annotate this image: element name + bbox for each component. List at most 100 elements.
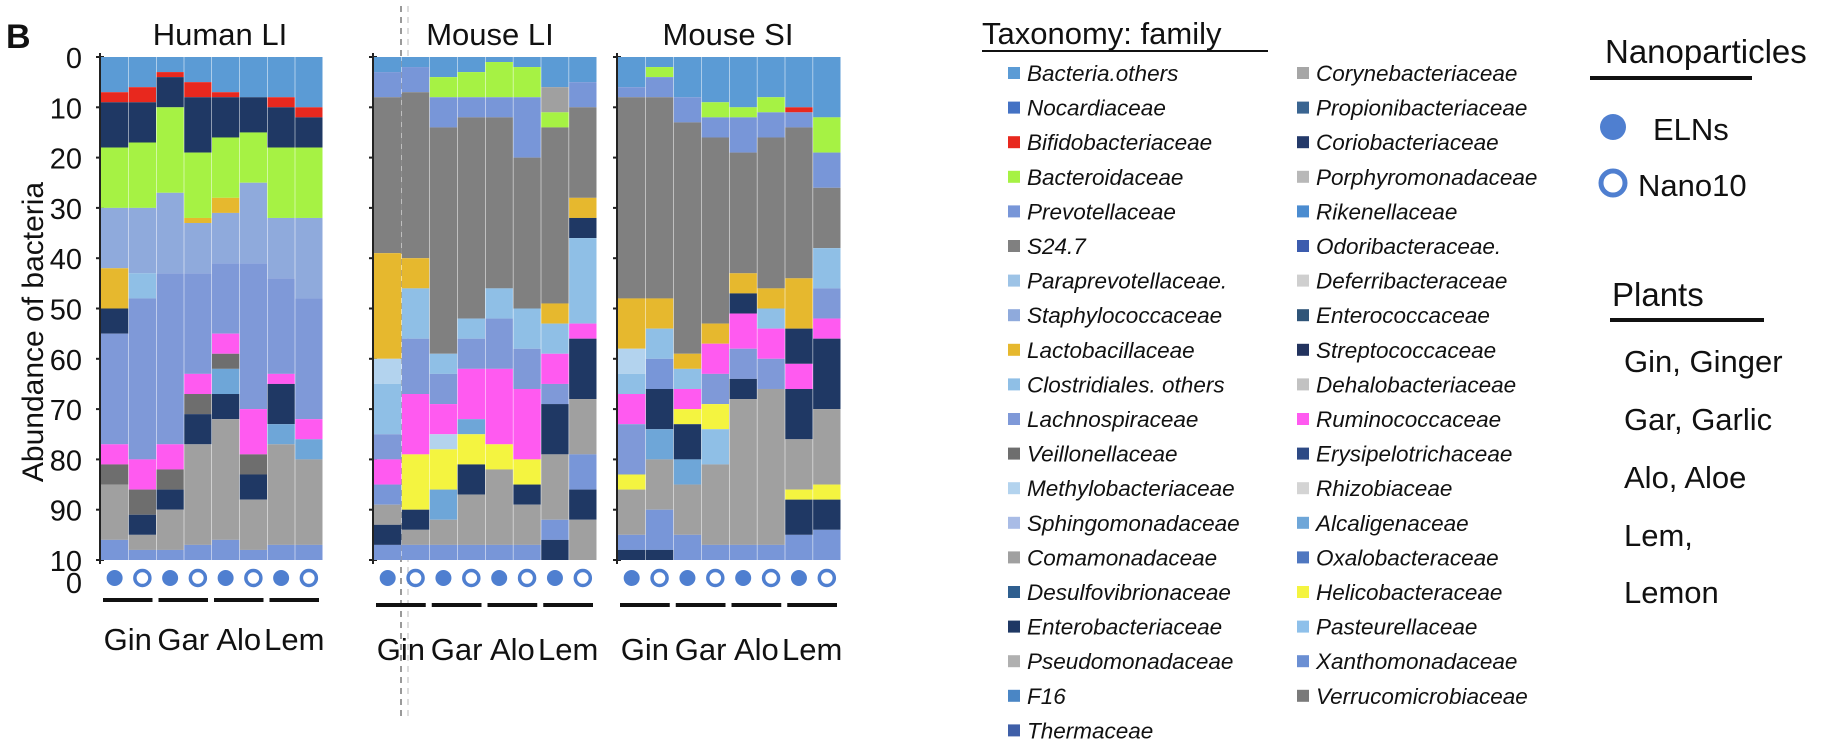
bar-segment <box>184 394 212 415</box>
bar-segment <box>569 338 597 400</box>
bar-segment <box>295 459 323 545</box>
legend-entry: Propionibacteriaceae <box>1316 96 1527 121</box>
chart-panel: Mouse SI Gin Gar Alo Lem <box>613 17 842 667</box>
eln-marker-icon <box>217 570 234 586</box>
legend-swatch <box>1297 170 1309 183</box>
bar-segment <box>457 494 485 545</box>
y-tick-label: 40 <box>50 244 82 276</box>
bar-segment <box>485 544 513 560</box>
y-tick-label: 60 <box>50 345 82 377</box>
legend-swatch <box>1297 343 1309 356</box>
group-label: Gar <box>431 632 483 667</box>
legend-entry: Lactobacillaceae <box>1027 338 1195 363</box>
bar-segment <box>569 238 597 324</box>
bar-segment <box>701 429 729 465</box>
bar-segment <box>485 318 513 369</box>
y-tick-label: 90 <box>50 496 82 528</box>
bar-segment <box>212 97 240 138</box>
bar-segment <box>401 67 430 93</box>
bar-segment <box>101 102 129 148</box>
bar-segment <box>239 454 267 475</box>
bar-segment <box>156 273 184 445</box>
bar-segment <box>813 152 841 188</box>
legend-swatch <box>1008 136 1020 149</box>
legend-swatch <box>1297 551 1309 564</box>
bar-segment <box>184 544 212 560</box>
bar-segment <box>212 333 240 354</box>
bar-segment <box>267 383 295 425</box>
bar-segment <box>295 544 323 560</box>
group-label: Lem <box>782 632 842 667</box>
bar-segment <box>401 529 430 545</box>
bar-segment <box>485 368 513 445</box>
bar-segment <box>267 278 295 374</box>
bar-segment <box>673 122 702 354</box>
legend-swatch <box>1008 482 1020 495</box>
bar-segment <box>701 102 729 118</box>
bar-segment <box>156 549 184 560</box>
legend-entry: Paraprevotellaceae. <box>1027 269 1227 294</box>
bar-segment <box>267 544 295 560</box>
legend-entry: Corynebacteriaceae <box>1316 61 1517 86</box>
bar-segment <box>212 212 240 264</box>
bar-segment <box>485 288 513 319</box>
bar-segment <box>429 57 458 78</box>
y-tick-label: 0 <box>66 568 82 600</box>
legend-entry: Xanthomonadaceae <box>1315 649 1517 674</box>
bar-segment <box>541 87 569 113</box>
y-tick-label: 30 <box>50 194 82 226</box>
bar-segment <box>295 117 323 148</box>
nano10-marker-icon <box>188 568 208 588</box>
legend-entry: Thermaceae <box>1027 718 1153 743</box>
bar-segment <box>729 313 757 349</box>
eln-marker-icon <box>162 570 179 586</box>
bar-segment <box>813 409 841 485</box>
bar-segment <box>618 97 646 299</box>
eln-marker-icon <box>735 570 752 586</box>
bar-segment <box>757 358 785 389</box>
bar-segment <box>513 97 541 158</box>
nanoparticles-legend: Nanoparticles ELNs Nano10 <box>1590 33 1807 203</box>
bar-segment <box>101 92 129 103</box>
chart-panel: Mouse LI Gin Gar Alo Lem <box>369 17 598 667</box>
bar-segment <box>645 388 674 430</box>
bar-segment <box>429 77 458 98</box>
bar-segment <box>457 434 485 465</box>
legend-entry: Porphyromonadaceae <box>1316 165 1537 190</box>
bar-segment <box>267 107 295 148</box>
bar-segment <box>645 67 674 78</box>
bar-segment <box>239 263 267 410</box>
bar-segment <box>757 308 785 329</box>
bar-segment <box>513 504 541 545</box>
legend-entry: Desulfovibrionaceae <box>1027 580 1231 605</box>
bar-segment <box>785 328 813 364</box>
bar-segment <box>457 338 485 369</box>
legend-entry: F16 <box>1027 684 1066 709</box>
group-label: Gar <box>675 632 727 667</box>
bar-segment <box>156 509 184 550</box>
legend-entry: Pseudomonadaceae <box>1027 649 1233 674</box>
bar-segment <box>618 57 646 88</box>
eln-marker-icon <box>106 570 123 586</box>
bar-segment <box>513 157 541 309</box>
legend-swatch <box>1297 516 1309 529</box>
bar-segment <box>429 434 458 450</box>
nano10-marker-icon <box>299 568 319 588</box>
bar-segment <box>239 409 267 455</box>
bar-segment <box>457 318 485 339</box>
legend-swatch <box>1297 482 1309 495</box>
bar-segment <box>513 348 541 389</box>
bar-segment <box>757 57 785 98</box>
legend-entry: Prevotellaceae <box>1027 199 1176 224</box>
bar-segment <box>239 57 267 98</box>
bar-segment <box>295 147 323 218</box>
group-label: Gin <box>104 622 152 657</box>
y-tick-label: 20 <box>50 144 82 176</box>
legend-entry: Bifidobacteriaceae <box>1027 130 1212 155</box>
bar-segment <box>813 529 841 560</box>
legend-entry: Veillonellaceae <box>1027 442 1178 467</box>
legend-entry: Alcaligenaceae <box>1314 511 1469 536</box>
legend-entry: Methylobacteriaceae <box>1027 476 1235 501</box>
eln-marker-icon <box>379 570 396 586</box>
nano10-marker-icon <box>573 568 593 588</box>
